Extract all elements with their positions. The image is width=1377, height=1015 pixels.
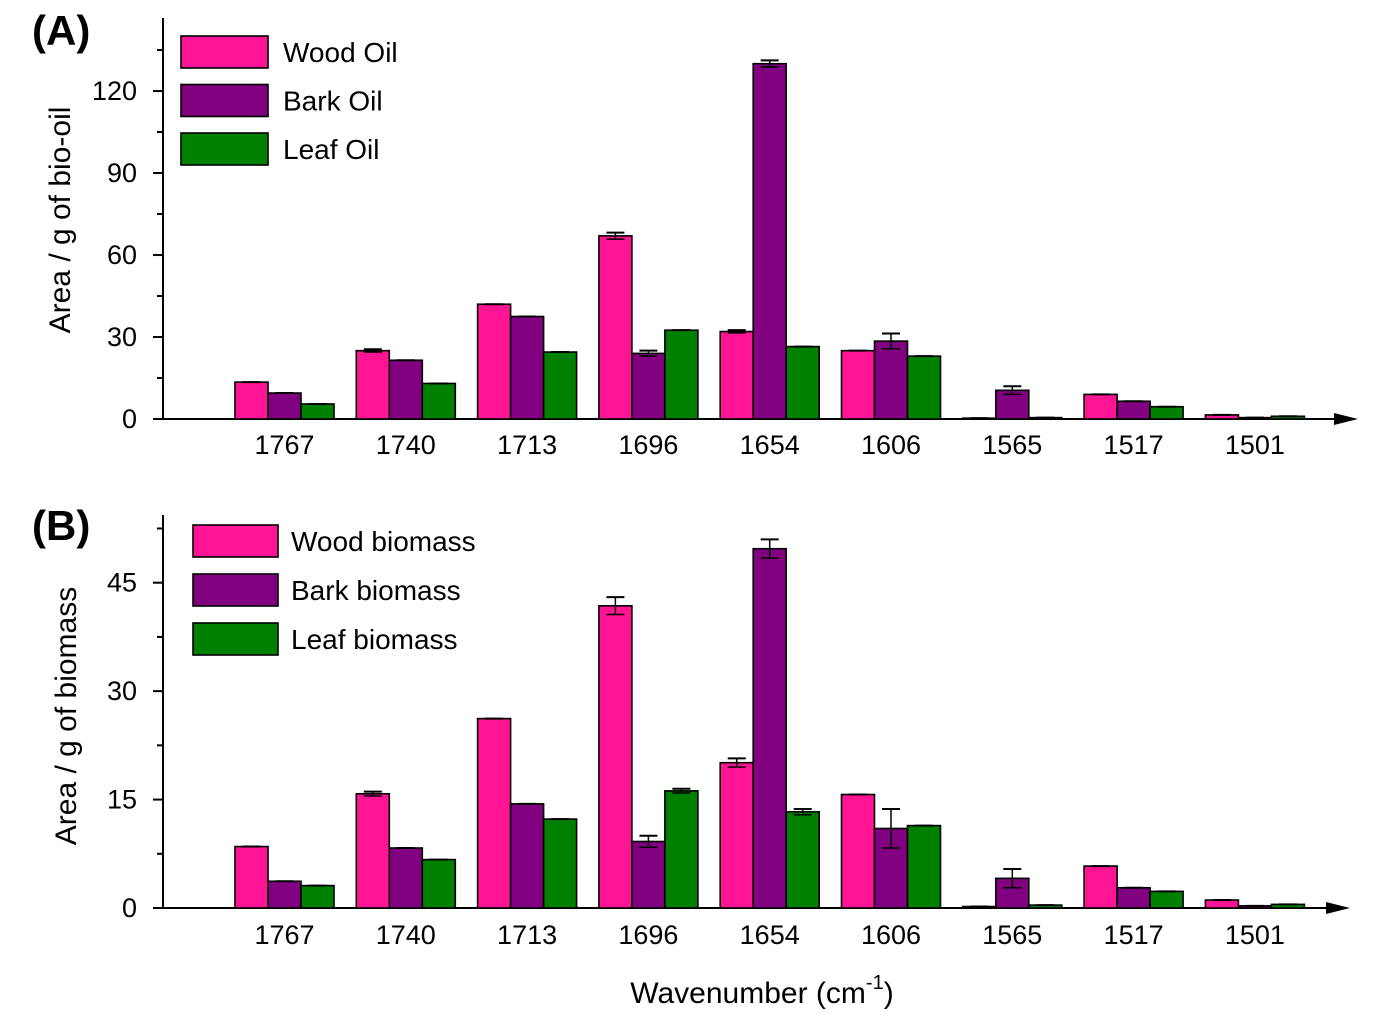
x-tick-label: 1606 xyxy=(861,430,921,460)
bar-bark-biomass-1517 xyxy=(1116,886,1151,909)
bar-bark-oil-1740 xyxy=(388,359,424,420)
x-tick-label: 1565 xyxy=(982,920,1042,950)
legend-swatch xyxy=(180,35,269,69)
bar-bark-biomass-1565 xyxy=(994,877,1030,909)
bar-bark-oil-1696 xyxy=(631,352,666,420)
bar-bark-biomass-1740 xyxy=(388,847,424,909)
bar-wood-biomass-1713 xyxy=(476,717,512,909)
legend-label: Wood Oil xyxy=(283,37,398,68)
x-tick-label: 1654 xyxy=(740,920,800,950)
bar-bark-oil-1654 xyxy=(752,62,788,420)
x-tick-label: 1565 xyxy=(982,430,1042,460)
y-tick-label: 0 xyxy=(122,893,137,923)
y-tick-label: 90 xyxy=(107,158,137,188)
bar-wood-oil-1713 xyxy=(476,303,512,420)
bar-wood-oil-1767 xyxy=(234,381,269,420)
legend-label: Bark biomass xyxy=(291,575,461,606)
x-axis-title: Wavenumber (cm-1) xyxy=(630,972,893,1010)
x-tick-label: 1713 xyxy=(497,920,557,950)
bar-bark-biomass-1696 xyxy=(631,840,666,909)
bar-leaf-oil-1740 xyxy=(421,382,457,420)
legend-swatch xyxy=(192,524,279,558)
y-tick-label: 45 xyxy=(107,568,137,598)
bar-leaf-biomass-1517 xyxy=(1149,890,1184,909)
y-axis-title: Area / g of bio-oil xyxy=(44,107,77,334)
legend-swatch xyxy=(192,622,279,656)
x-axis-arrow xyxy=(1326,902,1350,914)
legend-label: Bark Oil xyxy=(283,86,383,117)
legend-swatch xyxy=(192,573,279,607)
x-axis-title-end: ) xyxy=(884,977,894,1010)
y-tick-label: 0 xyxy=(122,404,137,434)
bar-leaf-oil-1606 xyxy=(906,355,942,420)
panel-label: (A) xyxy=(32,7,90,54)
bar-leaf-oil-1654 xyxy=(785,345,821,420)
x-tick-label: 1767 xyxy=(254,920,314,950)
bar-bark-oil-1767 xyxy=(267,392,302,420)
y-tick-label: 120 xyxy=(92,76,137,106)
bar-wood-biomass-1767 xyxy=(234,845,269,909)
bar-leaf-biomass-1696 xyxy=(664,790,699,909)
x-tick-label: 1696 xyxy=(618,920,678,950)
x-tick-label: 1740 xyxy=(376,920,436,950)
bar-wood-oil-1654 xyxy=(719,330,755,420)
x-tick-label: 1517 xyxy=(1104,920,1164,950)
legend-swatch xyxy=(180,83,269,118)
bar-wood-biomass-1606 xyxy=(840,793,876,909)
bar-wood-oil-1696 xyxy=(598,235,633,420)
bar-bark-biomass-1654 xyxy=(752,547,788,909)
y-tick-label: 60 xyxy=(107,240,137,270)
x-tick-label: 1740 xyxy=(376,430,436,460)
bar-leaf-biomass-1654 xyxy=(785,811,821,909)
bar-bark-biomass-1713 xyxy=(509,803,545,909)
x-tick-label: 1696 xyxy=(618,430,678,460)
bar-leaf-biomass-1606 xyxy=(906,824,942,909)
legend-label: Leaf biomass xyxy=(291,624,458,655)
bar-wood-biomass-1654 xyxy=(719,761,755,909)
panel-label: (B) xyxy=(32,502,90,549)
bar-leaf-oil-1713 xyxy=(542,351,578,420)
bar-wood-biomass-1501 xyxy=(1204,899,1240,909)
bar-wood-oil-1517 xyxy=(1083,393,1118,420)
legend-label: Wood biomass xyxy=(291,526,476,557)
legend-label: Leaf Oil xyxy=(283,134,380,165)
bar-bark-biomass-1767 xyxy=(267,880,302,909)
y-axis-title: Area / g of biomass xyxy=(50,587,83,845)
x-axis-title-main: Wavenumber (cm xyxy=(630,977,866,1010)
x-tick-label: 1713 xyxy=(497,430,557,460)
bar-wood-biomass-1517 xyxy=(1083,865,1118,909)
y-tick-label: 30 xyxy=(107,322,137,352)
bar-leaf-oil-1696 xyxy=(664,329,699,420)
legend-swatch xyxy=(180,132,269,166)
bar-wood-biomass-1696 xyxy=(598,605,633,909)
y-tick-label: 15 xyxy=(107,785,137,815)
bar-bark-oil-1606 xyxy=(873,340,909,420)
x-tick-label: 1767 xyxy=(254,430,314,460)
bar-bark-oil-1517 xyxy=(1116,400,1151,420)
bar-leaf-biomass-1740 xyxy=(421,858,457,909)
chart-panel-0: 0 30 60 90 120 Area / g of bio-oil (A) 1767 1740… xyxy=(32,7,1358,460)
bar-leaf-biomass-1767 xyxy=(300,884,335,909)
bar-wood-oil-1606 xyxy=(840,349,876,420)
x-tick-label: 1606 xyxy=(861,920,921,950)
x-tick-label: 1501 xyxy=(1225,920,1285,950)
x-tick-label: 1517 xyxy=(1104,430,1164,460)
bar-wood-oil-1740 xyxy=(355,349,391,420)
bar-leaf-oil-1767 xyxy=(300,403,335,420)
bar-bark-oil-1713 xyxy=(509,315,545,420)
x-tick-label: 1654 xyxy=(740,430,800,460)
bar-wood-biomass-1740 xyxy=(355,792,391,909)
bar-leaf-biomass-1713 xyxy=(542,818,578,909)
y-tick-label: 30 xyxy=(107,676,137,706)
chart-panel-1: 0 15 30 45 Area / g of biomass (B) 1767 1740 171… xyxy=(32,502,1350,1010)
x-axis-arrow xyxy=(1334,413,1358,425)
x-tick-label: 1501 xyxy=(1225,430,1285,460)
x-axis-title-sup: -1 xyxy=(866,972,884,994)
bar-leaf-oil-1517 xyxy=(1149,405,1184,420)
